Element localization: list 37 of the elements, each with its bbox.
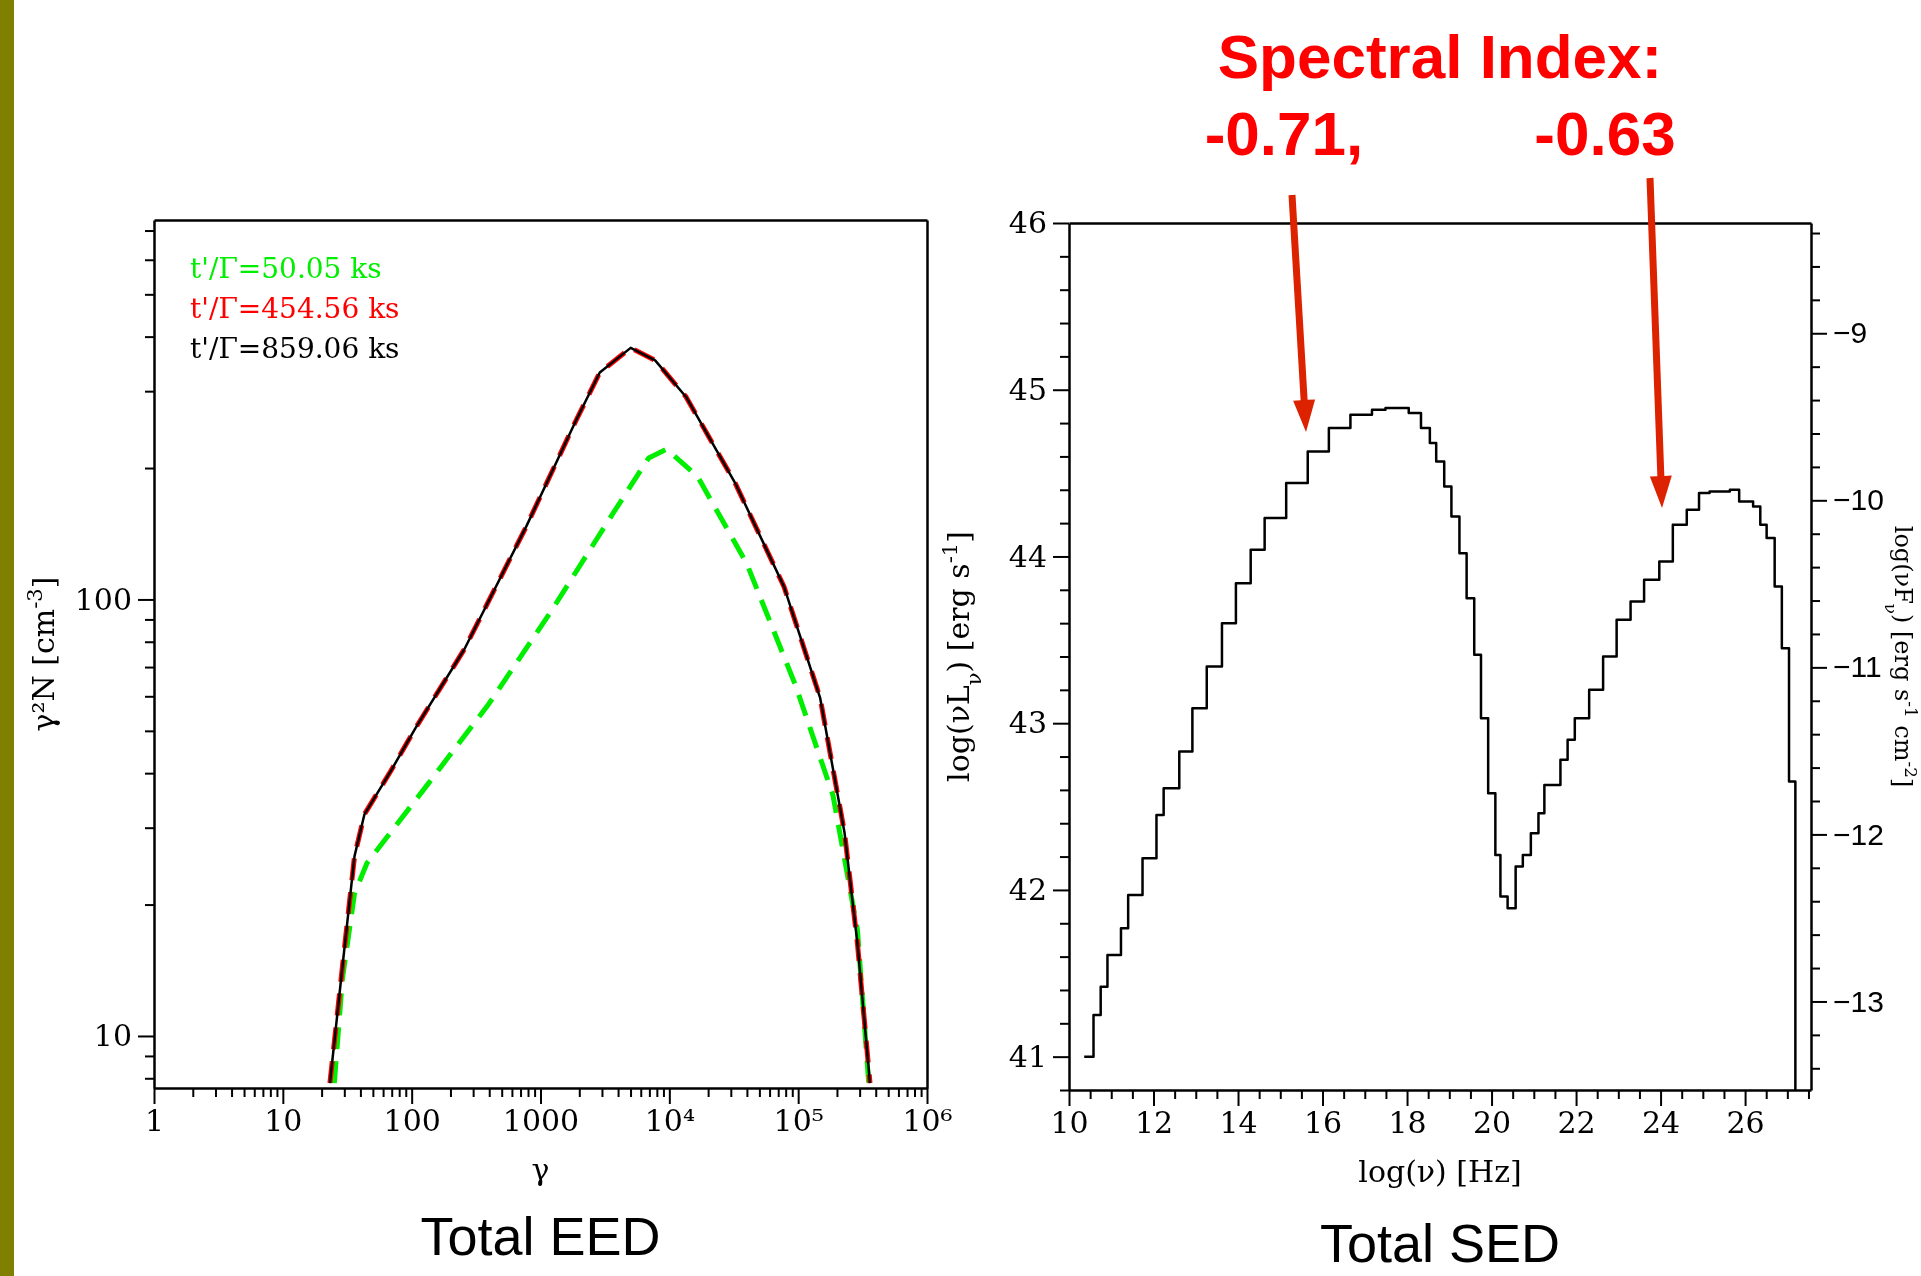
text: -0.63	[1534, 99, 1676, 168]
y-tick-label: 43	[1008, 705, 1047, 741]
x-tick-label: 10⁵	[773, 1103, 824, 1139]
x-tick-label: 1	[144, 1103, 165, 1139]
text: Spectral Index:	[1217, 22, 1663, 91]
x-tick-label: 18	[1388, 1105, 1427, 1141]
x-tick-label: 10	[264, 1103, 303, 1139]
y2-tick-label: −13	[1833, 984, 1884, 1018]
x-axis-title: log(ν) [Hz]	[1358, 1154, 1522, 1189]
y-tick-label: 41	[1008, 1038, 1047, 1074]
x-tick-label: 100	[383, 1103, 441, 1139]
x-tick-label: 22	[1557, 1105, 1596, 1141]
x-tick-label: 24	[1641, 1105, 1681, 1141]
y2-tick-label: −9	[1833, 316, 1868, 350]
text: t'/Γ=50.05 ks	[190, 252, 382, 285]
x-axis-title: γ	[531, 1152, 550, 1187]
y-tick-label: 46	[1008, 205, 1047, 241]
y2-tick-label: −10	[1833, 483, 1884, 517]
x-tick-label: 10	[1050, 1105, 1089, 1141]
text: Total SED	[1319, 1213, 1561, 1273]
text: t'/Γ=859.06 ks	[190, 332, 400, 365]
x-tick-label: 20	[1472, 1105, 1512, 1141]
x-tick-label: 16	[1303, 1105, 1343, 1141]
x-tick-label: 10⁴	[644, 1103, 695, 1139]
y2-tick-label: −12	[1833, 817, 1884, 851]
x-tick-label: 12	[1134, 1105, 1174, 1141]
text: t'/Γ=454.56 ks	[190, 292, 400, 325]
x-tick-label: 1000	[502, 1103, 580, 1139]
y2-tick-label: −11	[1833, 650, 1882, 684]
text: -0.71,	[1204, 99, 1364, 168]
y-tick-label: 44	[1008, 538, 1047, 574]
x-tick-label: 14	[1219, 1105, 1258, 1141]
y-tick-label: 45	[1008, 371, 1047, 407]
y-tick-label: 42	[1008, 872, 1047, 908]
x-tick-label: 26	[1726, 1105, 1765, 1141]
text: Total EED	[420, 1206, 661, 1266]
x-tick-label: 10⁶	[902, 1103, 953, 1139]
